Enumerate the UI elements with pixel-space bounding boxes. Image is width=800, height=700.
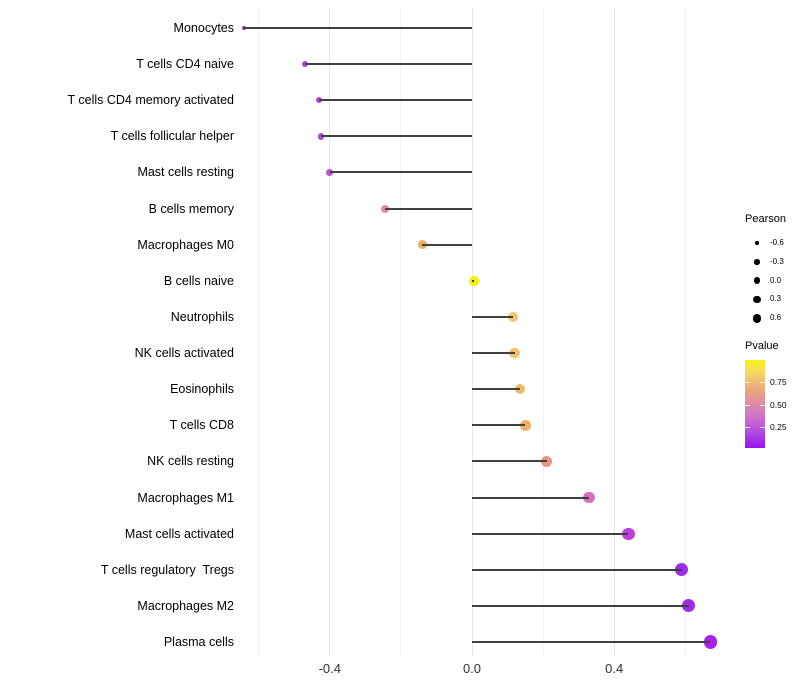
x-axis-tick-label: 0.4 [605,661,624,676]
lollipop-stem [319,99,472,102]
x-axis-tick-label: 0.0 [462,661,482,676]
lollipop-stem [320,135,472,138]
category-label: Macrophages M2 [137,598,234,613]
data-point-dot [520,420,531,431]
pvalue-tick-label: 0.25 [770,421,787,432]
data-point-dot [317,133,325,140]
category-label: NK cells resting [147,454,234,469]
gridline-minor [684,8,686,656]
pearson-legend-dot [755,241,759,245]
lollipop-stem [384,207,472,210]
pvalue-tick-right [760,382,765,383]
pearson-legend-dot [752,313,762,323]
data-point-dot [541,455,553,467]
pearson-legend-label: 0.0 [770,275,782,285]
gridline-minor [400,8,402,656]
pearson-legend-label: 0.3 [770,294,782,304]
pvalue-tick-left [745,404,750,406]
lollipop-stem [472,279,474,282]
pvalue-tick-left [745,382,750,383]
category-label: T cells follicular helper [110,129,234,144]
lollipop-stem [472,532,629,535]
pvalue-tick-right [760,426,765,428]
pearson-legend-dot [753,277,761,284]
gridline-minor [542,8,544,656]
lollipop-stem [472,352,515,355]
category-label: Plasma cells [163,635,234,650]
pearson-legend-title: Pearson [745,213,786,225]
gridline-major [471,8,473,656]
gridline-minor [258,8,260,656]
data-point-dot [468,275,479,286]
lollipop-stem [422,243,472,246]
lollipop-stem [472,604,689,607]
lollipop-stem [472,460,547,463]
gridline-major [613,8,615,656]
lollipop-stem [244,27,472,29]
category-label: B cells memory [148,201,234,216]
x-axis-tick-label: -0.4 [318,661,341,676]
lollipop-stem [472,641,711,644]
pearson-legend-label: -0.3 [770,256,784,266]
category-label: Mast cells resting [137,165,234,180]
pvalue-legend-title: Pvalue [745,340,779,352]
category-label: T cells CD4 naive [136,57,234,72]
pvalue-tick-label: 0.75 [770,377,787,387]
lollipop-stem [472,496,590,499]
lollipop-stem [304,63,472,66]
lollipop-stem [472,315,513,318]
data-point-dot [326,169,334,176]
category-label: Eosinophils [170,382,234,397]
category-label: NK cells activated [134,346,234,361]
lollipop-stem [472,568,682,571]
category-label: T cells CD8 [169,418,234,433]
category-label: T cells CD4 memory activated [67,93,235,108]
pearson-legend-dot [753,295,761,304]
pearson-legend-label: -0.6 [770,238,784,247]
category-label: Neutrophils [170,309,234,324]
data-point-dot [315,97,323,104]
gridline-major [329,8,331,656]
pearson-legend-dot [754,259,760,265]
pearson-legend-label: 0.6 [770,313,782,323]
lollipop-stem [329,171,472,174]
pvalue-tick-right [760,404,765,406]
pvalue-tick-left [745,426,750,428]
category-label: Mast cells activated [124,526,234,541]
lollipop-stem [472,424,526,427]
category-label: B cells naive [163,273,234,288]
category-label: T cells regulatory Tregs [100,562,234,577]
category-label: Macrophages M0 [137,237,234,252]
lollipop-stem [472,388,520,391]
category-label: Macrophages M1 [137,490,234,505]
data-point-dot [622,527,635,540]
category-label: Monocytes [173,21,234,35]
pvalue-tick-label: 0.50 [770,399,787,410]
